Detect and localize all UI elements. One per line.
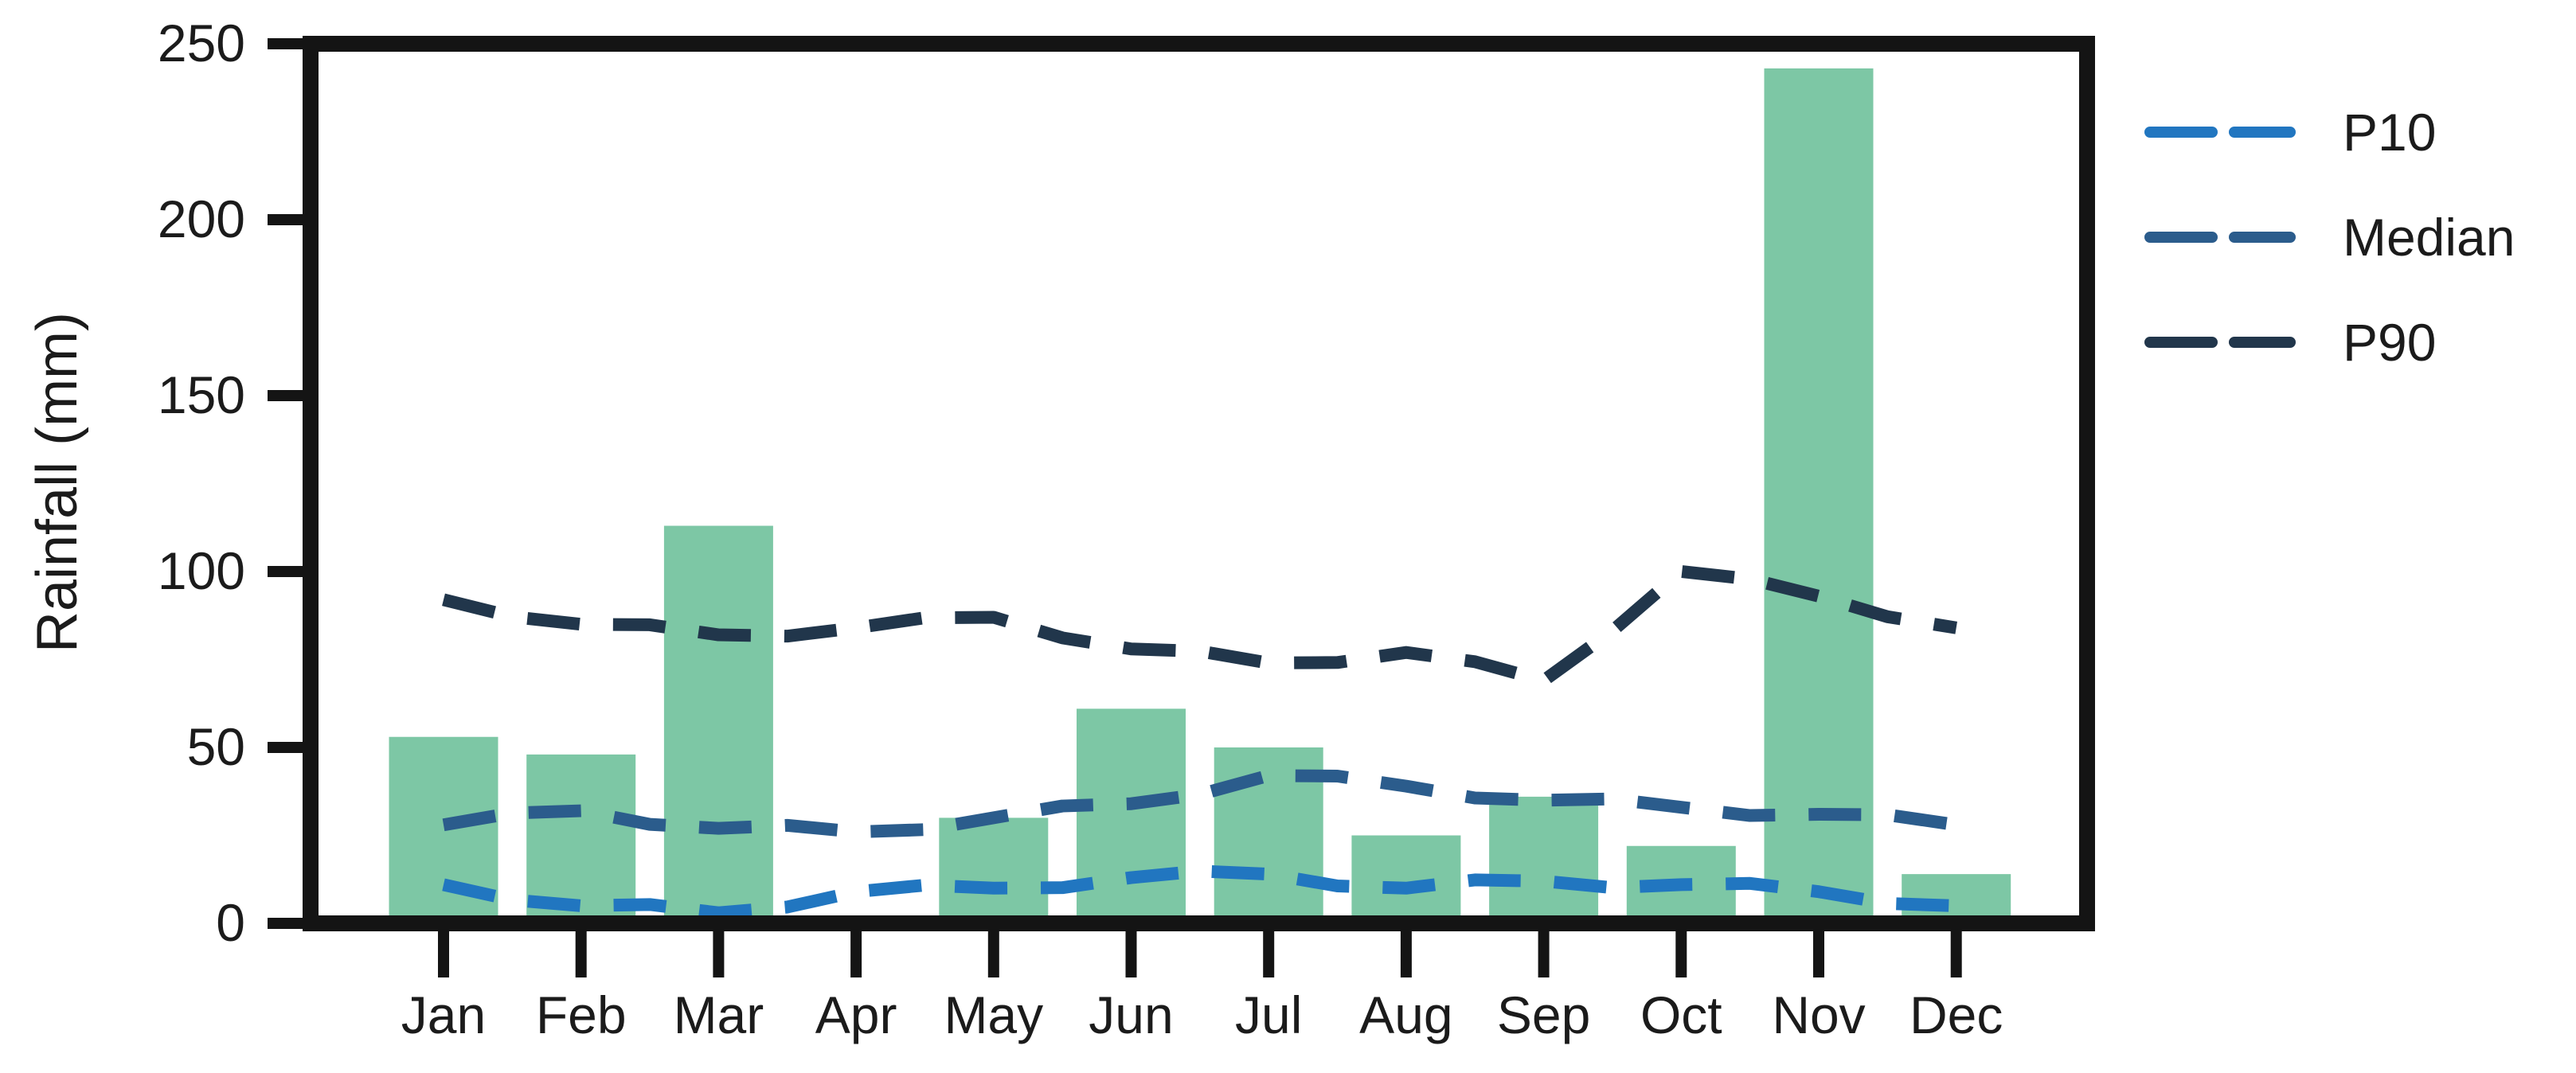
p90-dash-icon <box>2144 337 2296 348</box>
bar-mar <box>663 525 773 923</box>
bar-may <box>939 817 1049 923</box>
p90-line <box>442 565 1957 688</box>
x-tick-label-jun: Jun <box>1089 985 1173 1044</box>
x-tick-label-sep: Sep <box>1497 985 1590 1044</box>
x-tick-label-mar: Mar <box>674 985 764 1044</box>
y-tick-label-200: 200 <box>158 189 245 248</box>
x-tick-label-dec: Dec <box>1910 985 2003 1044</box>
plot-box-spines <box>303 36 2095 931</box>
y-tick-label-250: 250 <box>158 14 245 72</box>
y-tick-label-100: 100 <box>158 541 245 600</box>
bar-aug <box>1351 835 1461 923</box>
x-tick-label-jul: Jul <box>1235 985 1302 1044</box>
x-tick-label-nov: Nov <box>1772 985 1865 1044</box>
legend-item-p90: P90 <box>2144 290 2515 395</box>
bar-nov <box>1764 68 1874 924</box>
legend-label-p90: P90 <box>2343 313 2437 372</box>
legend-item-median: Median <box>2144 185 2515 290</box>
x-tick-label-feb: Feb <box>536 985 627 1044</box>
legend: P10 Median P90 <box>2144 80 2515 395</box>
y-tick-label-150: 150 <box>158 365 245 424</box>
x-tick-label-may: May <box>944 985 1043 1044</box>
x-tick-label-jan: Jan <box>401 985 486 1044</box>
legend-label-p10: P10 <box>2343 103 2437 162</box>
x-tick-label-apr: Apr <box>815 985 897 1044</box>
median-dash-icon <box>2144 232 2296 243</box>
x-tick-label-oct: Oct <box>1640 985 1722 1044</box>
legend-label-median: Median <box>2343 208 2515 267</box>
bar-feb <box>526 754 636 923</box>
x-tick-label-aug: Aug <box>1359 985 1452 1044</box>
bar-jun <box>1077 708 1186 923</box>
bar-sep <box>1489 796 1599 923</box>
y-tick-label-50: 50 <box>187 717 245 776</box>
p10-dash-icon <box>2144 127 2296 138</box>
y-tick-label-0: 0 <box>216 893 245 952</box>
legend-item-p10: P10 <box>2144 80 2515 185</box>
